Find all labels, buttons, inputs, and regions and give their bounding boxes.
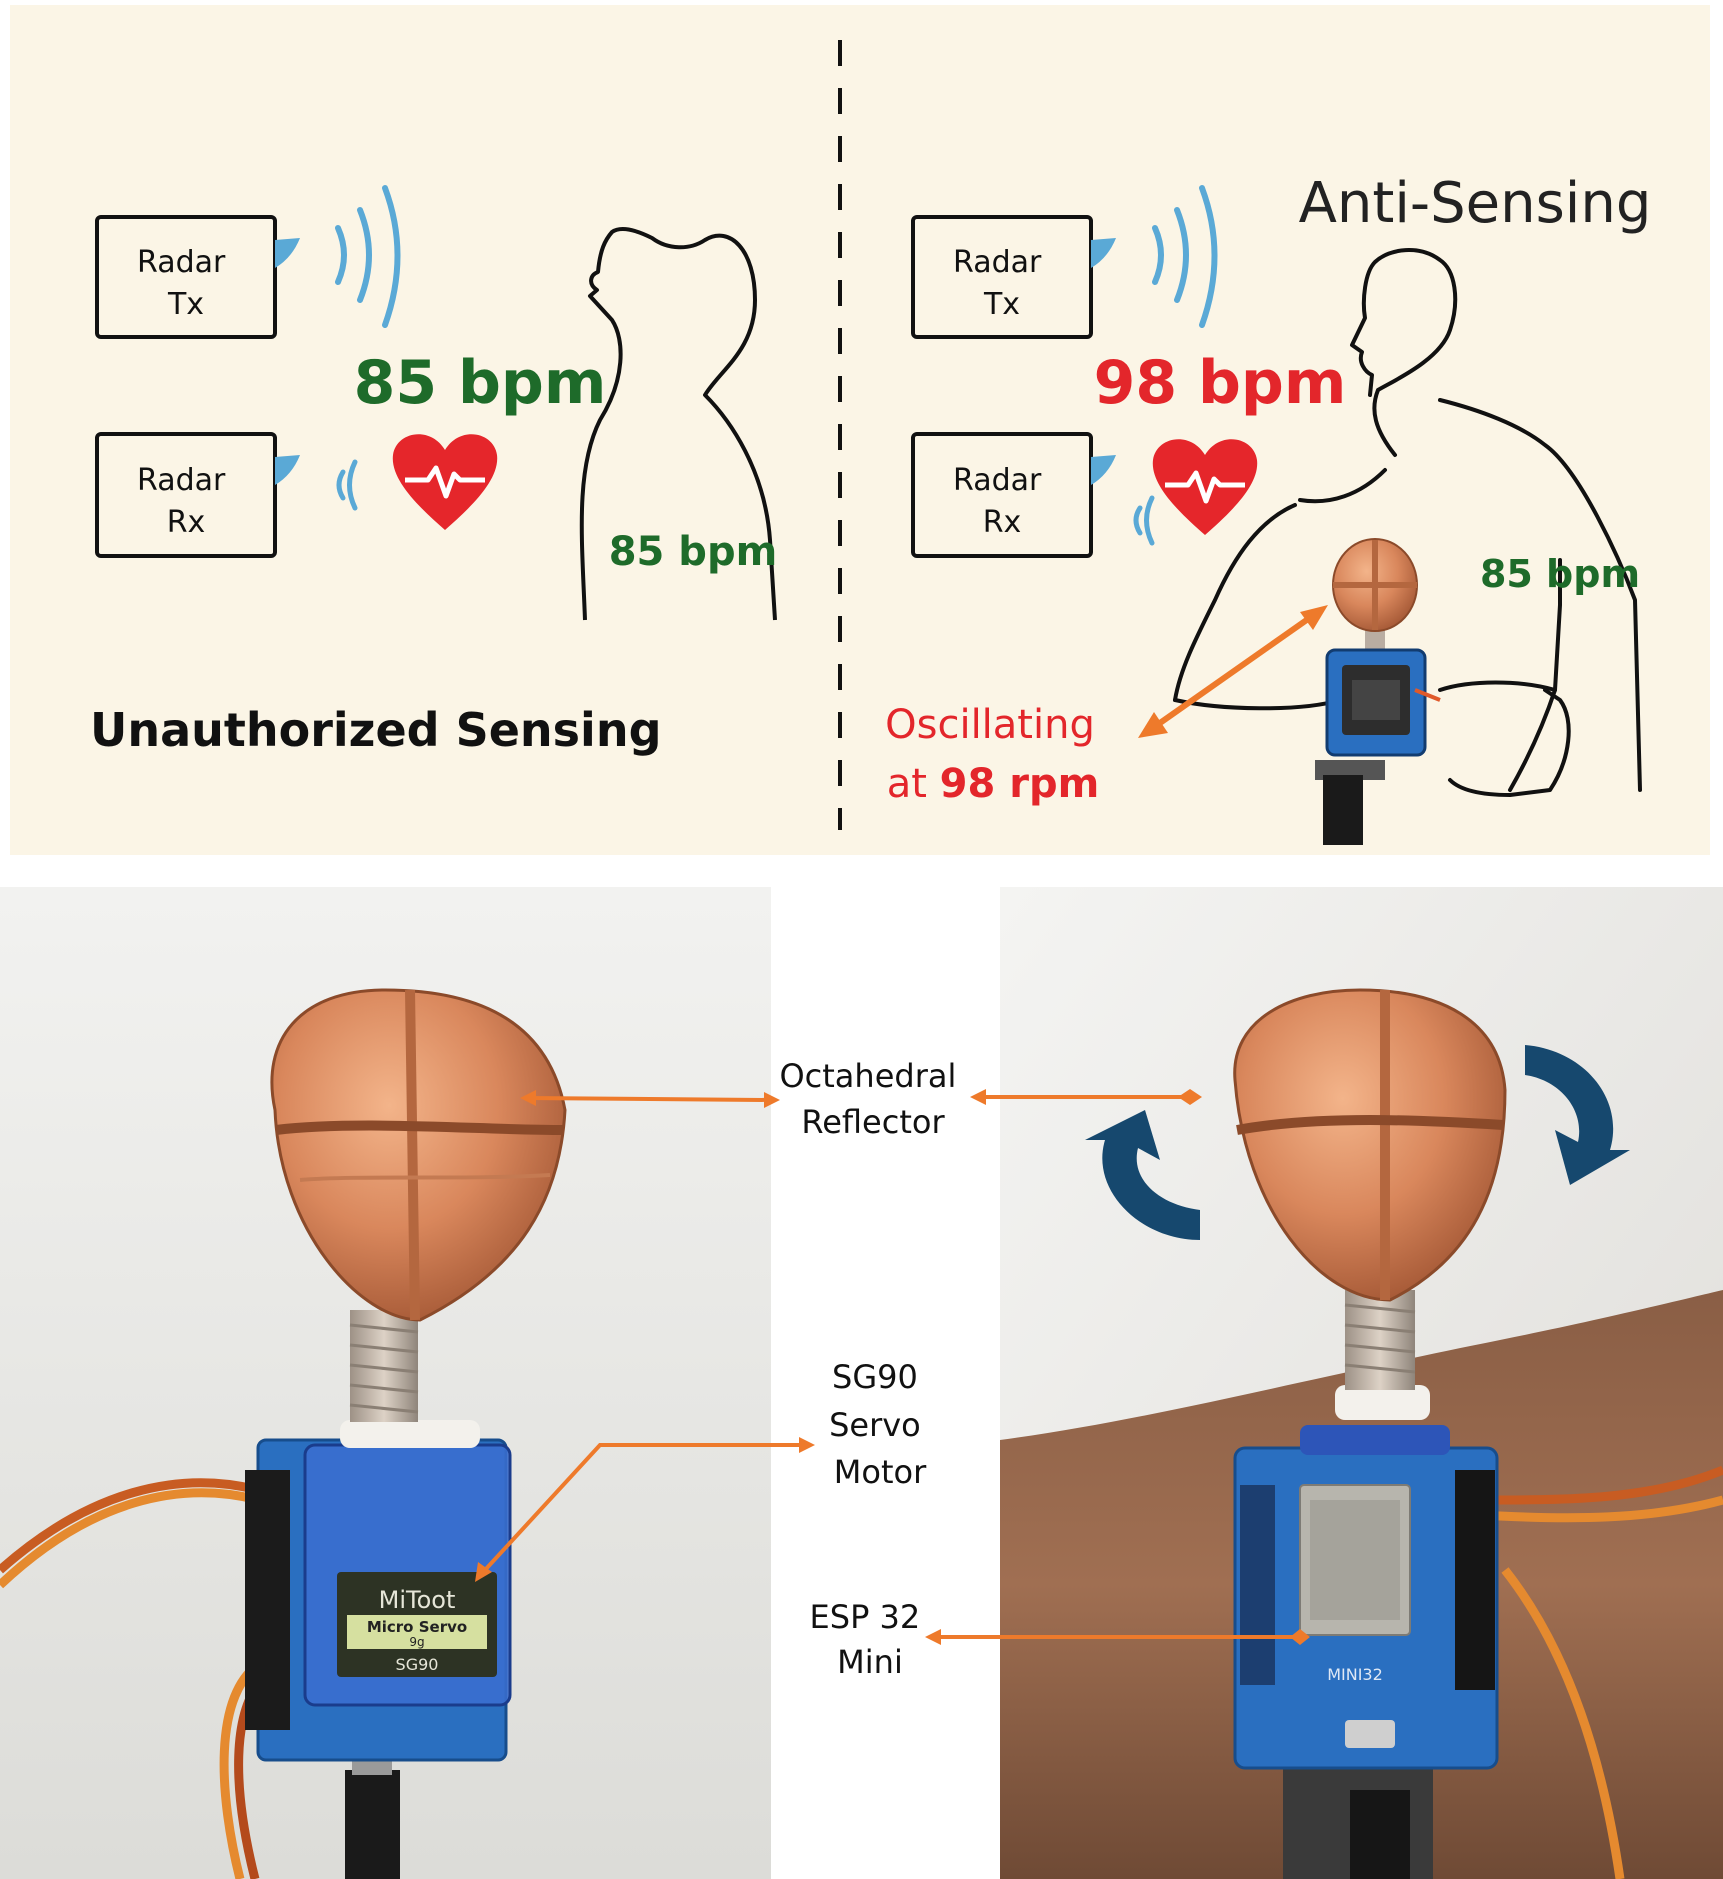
radar-tx-label: Radar Tx xyxy=(953,245,1051,322)
esp32-label: ESP 32 Mini xyxy=(810,1598,931,1681)
reflector-label: Octahedral Reflector xyxy=(779,1057,966,1141)
true-heart-rate: 85 bpm xyxy=(609,529,778,575)
sensed-heart-rate: 85 bpm xyxy=(354,348,607,418)
sensed-heart-rate: 98 bpm xyxy=(1094,348,1347,418)
transmit-wave-icon xyxy=(1152,185,1218,328)
radar-tx-label: Radar Tx xyxy=(137,245,235,322)
oscillation-arrow xyxy=(1138,605,1328,738)
left-panel: Radar Tx Radar Rx 85 bpm 85 bpm Unauthor… xyxy=(90,185,778,757)
board-print: MINI32 xyxy=(1327,1665,1383,1684)
antenna-icon xyxy=(1091,238,1116,268)
right-panel: Anti-Sensing Radar Tx Radar Rx 98 bpm xyxy=(885,171,1651,845)
left-panel-title: Unauthorized Sensing xyxy=(90,703,662,757)
antenna-icon xyxy=(275,455,300,485)
transmit-wave-icon xyxy=(335,185,401,328)
oscillation-label: Oscillating xyxy=(885,702,1095,748)
true-heart-rate: 85 bpm xyxy=(1480,552,1640,596)
radar-rx-box xyxy=(911,432,1093,558)
person-silhouette xyxy=(579,227,777,621)
photo-device-worn: MINI32 xyxy=(1000,887,1723,1879)
radar-rx-label: Radar Rx xyxy=(137,463,235,540)
photo-device-standalone: MiToot Micro Servo 9g SG90 xyxy=(0,887,771,1879)
antenna-icon xyxy=(1091,455,1116,485)
receive-wave-icon xyxy=(1133,495,1155,546)
photo-annotations: Octahedral Reflector SG90 Servo Motor ES… xyxy=(475,1057,1310,1681)
diagram-background xyxy=(10,5,1710,855)
radar-tx-box xyxy=(911,215,1093,339)
servo-print-weight: 9g xyxy=(409,1635,424,1649)
radar-rx-box xyxy=(95,432,277,558)
antenna-icon xyxy=(275,238,300,268)
oscillation-rate: at 98 rpm xyxy=(887,761,1100,807)
radar-rx-label: Radar Rx xyxy=(953,463,1051,540)
wearable-device-photo xyxy=(1315,538,1441,845)
rotate-ccw-icon xyxy=(1085,1110,1200,1240)
servo-print-brand: MiToot xyxy=(379,1586,456,1614)
servo-print-model: Micro Servo xyxy=(367,1618,467,1636)
heart-icon xyxy=(1152,439,1258,535)
rotate-cw-icon xyxy=(1525,1045,1630,1185)
radar-tx-box xyxy=(95,215,277,339)
heart-icon xyxy=(392,434,498,530)
right-panel-title: Anti-Sensing xyxy=(1299,171,1652,236)
servo-print-part: SG90 xyxy=(396,1655,439,1674)
receive-wave-icon xyxy=(336,459,358,511)
servo-label: SG90 Servo Motor xyxy=(829,1358,931,1491)
